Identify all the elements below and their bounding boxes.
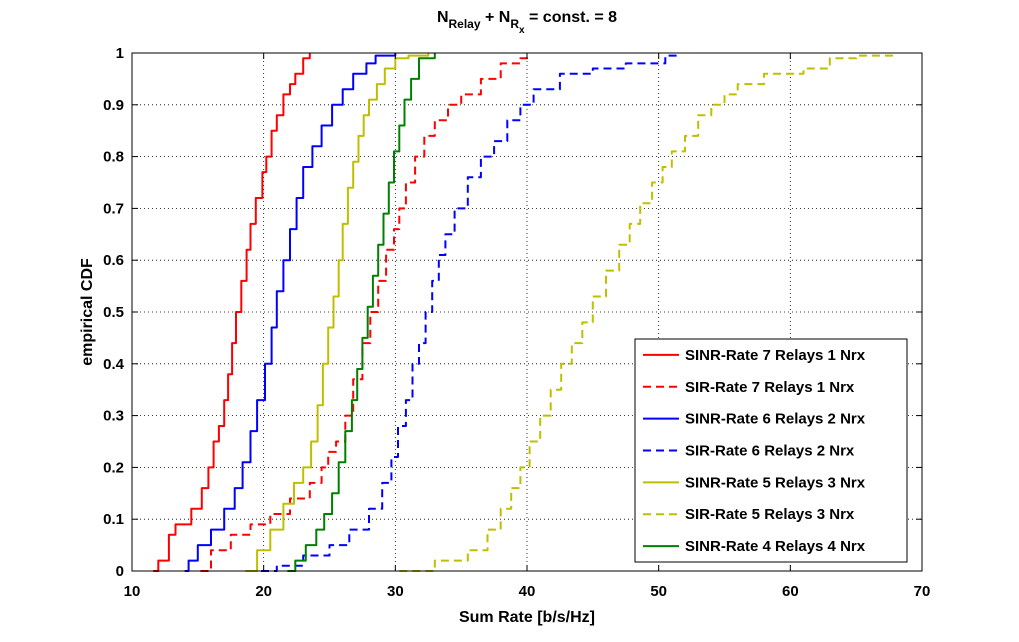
y-tick-label: 0.5 [103,304,124,321]
axis-ticks: 10 20 30 40 50 60 70 0 0.1 0.2 0.3 0.4 0.5 0.6 0.7 0.8 0… [103,45,930,600]
series-line-7 [287,53,436,572]
chart-title: NRelay + NRx = const. = 8 [437,9,617,36]
series-line-4 [261,53,680,572]
y-tick-label: 0.4 [103,356,125,373]
series-line-3 [184,53,397,572]
y-axis-label: empirical CDF [79,258,96,366]
x-axis-label: Sum Rate [b/s/Hz] [459,609,595,626]
title-text: NRelay + NRx = const. = 8 [437,9,617,36]
x-tick-label: 20 [255,583,272,600]
x-tick-label: 50 [650,583,667,600]
series-line-5 [245,53,430,572]
legend-entry-1: SINR-Rate 7 Relays 1 Nrx [685,347,866,364]
series-line-6 [399,53,897,572]
y-tick-label: 0.1 [103,511,124,528]
x-tick-label: 60 [782,583,799,600]
legend-entry-3: SINR-Rate 6 Relays 2 Nrx [685,411,866,428]
x-tick-label: 70 [914,583,931,600]
x-tick-label: 40 [519,583,536,600]
series-line-1 [153,53,311,572]
y-tick-label: 0.6 [103,252,124,269]
y-tick-label: 0.9 [103,97,124,114]
legend-entry-4: SIR-Rate 6 Relays 2 Nrx [685,443,855,460]
legend-entry-6: SIR-Rate 5 Relays 3 Nrx [685,506,855,523]
series-line-2 [200,53,528,572]
x-tick-label: 10 [124,583,141,600]
y-tick-label: 0.2 [103,459,124,476]
legend-box [634,338,908,563]
series-layer [153,53,897,572]
y-tick-label: 0.7 [103,200,124,217]
legend-entry-7: SINR-Rate 4 Relays 4 Nrx [685,538,866,555]
x-tick-label: 30 [387,583,404,600]
legend: SINR-Rate 7 Relays 1 Nrx SIR-Rate 7 Relay… [634,338,908,563]
y-tick-label: 0.3 [103,408,124,425]
y-tick-label: 0 [116,563,124,580]
legend-entry-5: SINR-Rate 5 Relays 3 Nrx [685,474,866,491]
y-tick-label: 0.8 [103,149,124,166]
y-tick-label: 1 [116,45,124,62]
legend-entry-2: SIR-Rate 7 Relays 1 Nrx [685,379,855,396]
